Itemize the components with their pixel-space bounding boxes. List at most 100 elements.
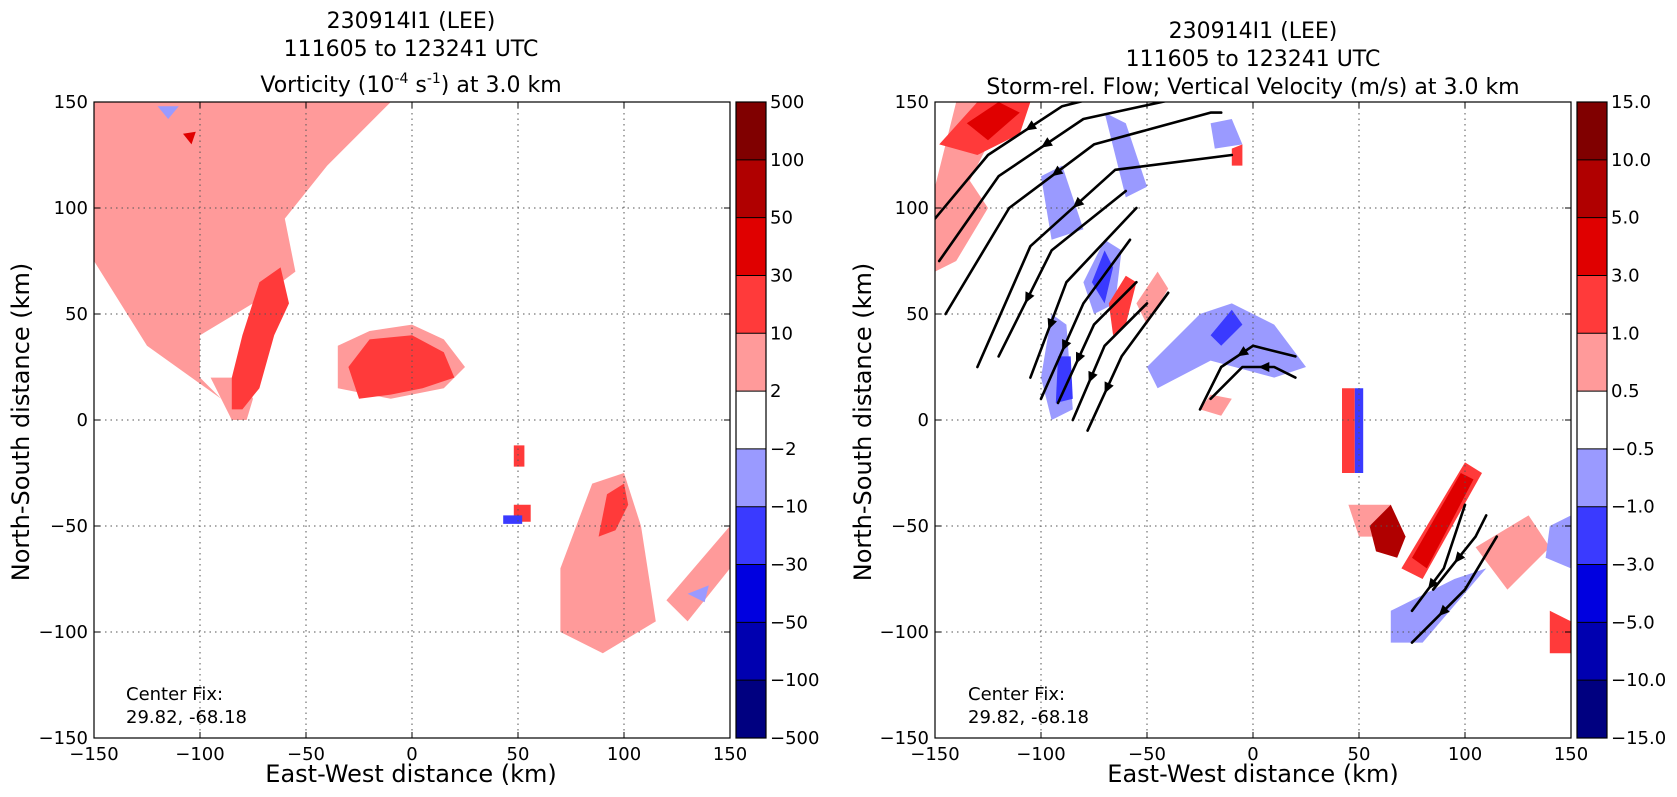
title-line-1: 230914I1 (LEE) (327, 9, 496, 34)
colorbar-swatch (1577, 448, 1607, 507)
streamline-arrowhead (1051, 165, 1064, 177)
plot-area: −150 −100 −50 0 50 100 150 −150 −100 −50 0 50 100 150 (880, 92, 1589, 765)
streamline (935, 102, 1085, 220)
contour-region (1136, 271, 1169, 325)
title-line-1: 230914I1 (LEE) (1169, 19, 1338, 44)
colorbar-frame (735, 101, 767, 739)
x-tick-label: 0 (406, 744, 417, 765)
colorbar-swatch (1577, 333, 1607, 392)
contour-region (1210, 119, 1243, 149)
streamline-arrowhead (1041, 137, 1053, 148)
streamline-arrowhead (1072, 196, 1085, 208)
colorbar-label: −50 (770, 612, 808, 633)
streamline-arrowhead (1088, 370, 1098, 383)
title-line-2: 111605 to 123241 UTC (1126, 47, 1381, 72)
y-tick-label: 0 (918, 410, 929, 431)
y-tick-label: −100 (39, 622, 88, 643)
streamline-arrowhead (1025, 120, 1038, 131)
contour-region (1412, 473, 1474, 569)
title-line-2: 111605 to 123241 UTC (284, 37, 539, 62)
title-line-3: Storm-rel. Flow; Vertical Velocity (m/s)… (986, 75, 1519, 100)
colorbar-label: 2 (770, 381, 781, 402)
x-tick-label: −100 (175, 744, 224, 765)
contour-region (687, 585, 709, 603)
streamline (1410, 503, 1467, 613)
streamline (944, 111, 1223, 316)
streamline (1039, 238, 1132, 401)
plot-area: −150 −100 −50 0 50 100 150 −150 −100 −50 0 50 100 150 (39, 92, 748, 765)
colorbar-swatch (736, 622, 766, 681)
contour-region (666, 526, 730, 622)
colorbar-swatch (736, 102, 766, 160)
y-tick-label: 50 (906, 304, 929, 325)
colorbar-label: −500 (770, 728, 819, 749)
contour-region (1475, 515, 1550, 590)
colorbar-swatch (1577, 102, 1607, 160)
colorbar-label: 100 (770, 150, 804, 171)
streamline-arrowhead (1258, 362, 1270, 372)
streamline (1410, 535, 1499, 644)
contour-region (1549, 610, 1571, 654)
y-tick-label: 100 (895, 198, 929, 219)
contour-region (1055, 356, 1073, 403)
colorbar-swatch (736, 506, 766, 565)
colorbar-label: −10.0 (1611, 670, 1666, 691)
colorbar-swatch (1577, 564, 1607, 623)
colorbar-swatch (736, 217, 766, 276)
colorbar-swatch (736, 391, 766, 449)
contour-region (1342, 388, 1355, 473)
colorbar-swatch (1577, 622, 1607, 681)
streamline (1071, 302, 1149, 422)
x-tick-label: −150 (910, 744, 959, 765)
y-tick-label: 50 (65, 304, 88, 325)
colorbar-swatch (736, 564, 766, 623)
colorbar-label: 10 (770, 323, 793, 344)
contour-region (1545, 515, 1571, 569)
colorbar-label: 3.0 (1611, 265, 1640, 286)
colorbar-swatch (736, 448, 766, 507)
contour-region (1354, 388, 1364, 473)
streamline-arrowhead (1025, 291, 1035, 304)
colorbar-label: −10 (770, 497, 808, 518)
y-tick-label: −150 (39, 728, 88, 749)
x-axis-label: East-West distance (km) (1107, 760, 1398, 788)
streamline-arrowhead (1427, 577, 1439, 590)
colorbar: 500 100 50 30 10 2 −2 −10 −30 −50 −100 −500 (735, 92, 819, 749)
streamline-arrowhead (1062, 339, 1072, 352)
colorbar-swatch (1577, 217, 1607, 276)
colorbar-frame (1576, 101, 1608, 739)
colorbar-label: 1.0 (1611, 323, 1640, 344)
contour-region (1041, 165, 1084, 240)
colorbar-label: 500 (770, 92, 804, 113)
y-tick-label: 150 (54, 92, 88, 113)
x-tick-label: 0 (1247, 744, 1258, 765)
colorbar-label: −5.0 (1611, 612, 1655, 633)
y-tick-label: 100 (54, 198, 88, 219)
colorbar-label: 5.0 (1611, 208, 1640, 229)
colorbar-label: −3.0 (1611, 555, 1655, 576)
streamline-arrowhead (1104, 381, 1114, 394)
colorbar-swatch (736, 333, 766, 392)
contour-region (560, 473, 656, 654)
streamline (997, 189, 1128, 358)
colorbar-swatch (1577, 680, 1607, 738)
y-tick-label: 0 (77, 410, 88, 431)
axes-frame (934, 101, 1572, 739)
colorbar-swatch (1577, 159, 1607, 218)
colorbar: 15.0 10.0 5.0 3.0 1.0 0.5 −0.5 −1.0 −3.0 −5.0 −10.… (1576, 92, 1666, 749)
streamline (1056, 280, 1138, 405)
contour-region (1104, 112, 1147, 198)
streamline-arrowhead (1237, 346, 1250, 357)
streamline-arrowhead (1454, 551, 1466, 564)
colorbar-label: −30 (770, 555, 808, 576)
x-tick-label: −50 (1128, 744, 1166, 765)
colorbar-swatch (1577, 391, 1607, 449)
colorbar-label: −100 (770, 670, 819, 691)
streamline (1029, 206, 1138, 379)
colorbar-swatch (736, 159, 766, 218)
colorbar-label: −15.0 (1611, 728, 1666, 749)
streamline (937, 102, 1168, 263)
contour-region (183, 131, 196, 145)
contour-region (513, 445, 525, 467)
